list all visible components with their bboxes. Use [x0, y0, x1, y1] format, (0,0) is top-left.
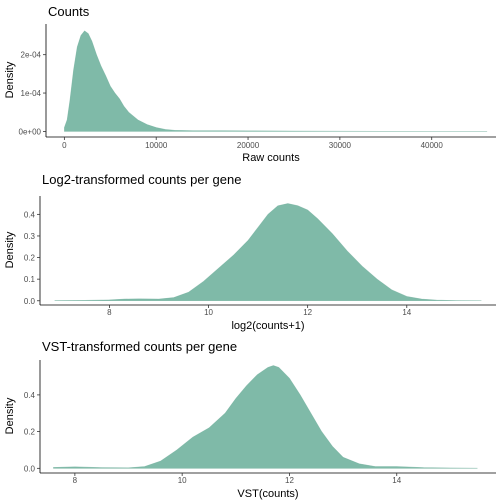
- x-tick-label: 10: [178, 476, 187, 485]
- x-axis-label: log2(counts+1): [231, 320, 304, 332]
- x-tick-label: 14: [392, 476, 401, 485]
- x-tick-label: 20000: [237, 141, 260, 150]
- y-tick-label: 0e+00: [19, 127, 42, 136]
- y-axis-label: Density: [4, 231, 16, 268]
- density-area: [64, 30, 488, 132]
- x-axis-label: VST(counts): [237, 488, 298, 500]
- density-area: [54, 203, 482, 302]
- x-tick-label: 12: [285, 476, 294, 485]
- x-tick-label: 40000: [421, 141, 444, 150]
- panel-title: Counts: [48, 4, 90, 19]
- density-area: [53, 365, 478, 469]
- y-tick-label: 0.1: [24, 275, 36, 284]
- panel-title: Log2-transformed counts per gene: [42, 172, 241, 187]
- y-tick-label: 0.0: [24, 464, 36, 473]
- y-axis-label: Density: [4, 61, 16, 98]
- y-tick-label: 1e-04: [21, 89, 42, 98]
- y-tick-label: 0.0: [24, 297, 36, 306]
- y-tick-label: 2e-04: [21, 51, 42, 60]
- x-axis-label: Raw counts: [242, 152, 300, 164]
- panel-3: VST-transformed counts per gene 8 10 12 14 0.…: [4, 339, 496, 500]
- x-tick-label: 30000: [329, 141, 352, 150]
- x-tick-label: 12: [303, 308, 312, 317]
- panel-1: Counts 0 10000 20000 30000 40000 0e+00 1e-04 2e-…: [4, 4, 496, 164]
- x-tick-label: 10000: [145, 141, 168, 150]
- y-axis-label: Density: [4, 397, 16, 434]
- panel-title: VST-transformed counts per gene: [42, 339, 237, 354]
- y-tick-label: 0.4: [24, 391, 36, 400]
- x-tick-label: 10: [204, 308, 213, 317]
- x-tick-label: 8: [73, 476, 78, 485]
- y-tick-label: 0.2: [24, 428, 36, 437]
- x-tick-label: 8: [107, 308, 112, 317]
- panel-2: Log2-transformed counts per gene 8 10 12 14 0…: [4, 172, 496, 332]
- y-tick-label: 0.4: [24, 210, 36, 219]
- y-tick-label: 0.2: [24, 254, 36, 263]
- y-tick-label: 0.3: [24, 232, 36, 241]
- x-tick-label: 14: [402, 308, 411, 317]
- x-tick-label: 0: [62, 141, 67, 150]
